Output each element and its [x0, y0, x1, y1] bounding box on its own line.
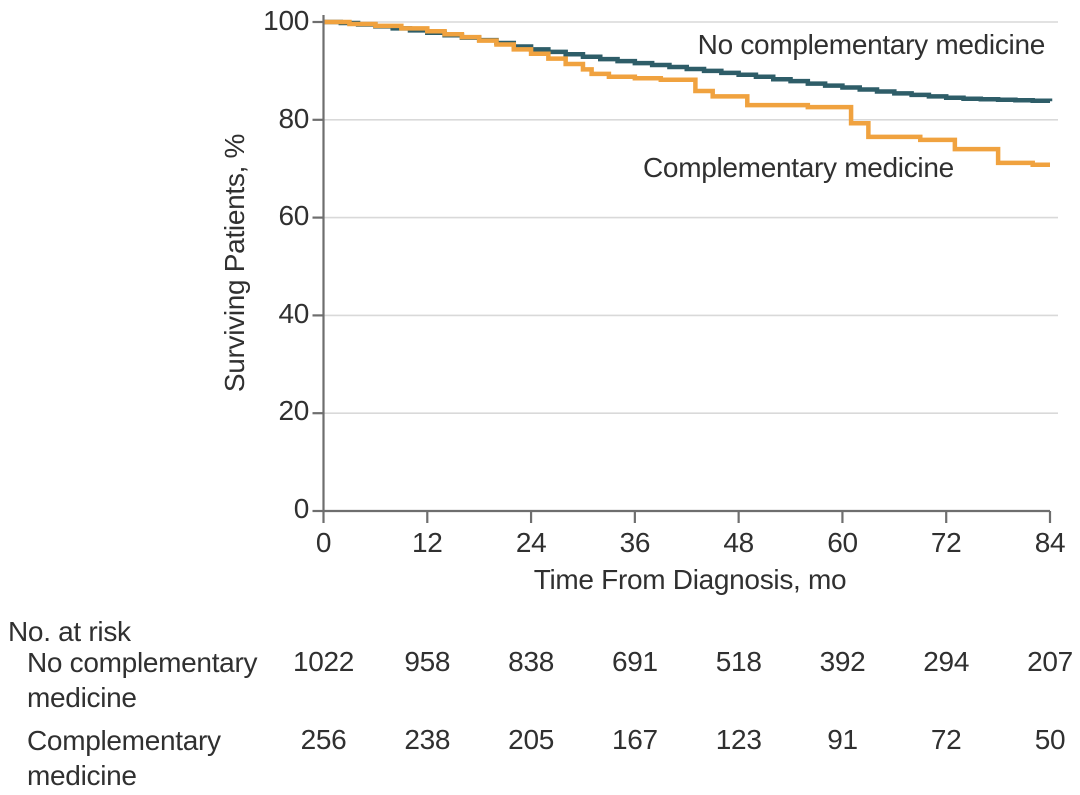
x-tick-label-84: 84	[1034, 527, 1066, 558]
legend-no-complementary-medicine: No complementary medicine	[697, 29, 1046, 60]
risk-value: 167	[611, 724, 658, 755]
risk-value: 205	[508, 724, 555, 755]
x-axis-title: Time From Diagnosis, mo	[533, 564, 847, 595]
y-tick-label-80: 80	[278, 102, 309, 134]
risk-value: 838	[508, 646, 555, 677]
x-tick-label-72: 72	[930, 527, 962, 558]
risk-value: 691	[611, 646, 658, 677]
x-tick-label-36: 36	[619, 527, 651, 558]
risk-value: 72	[930, 724, 962, 755]
survival-curve-complementary	[323, 19, 1050, 168]
legend-complementary-medicine: Complementary medicine	[643, 152, 954, 183]
risk-row-label-complementary: Complementary medicine	[27, 725, 221, 791]
y-tick-label-20: 20	[278, 395, 309, 427]
y-tick-label-60: 60	[278, 200, 309, 232]
risk-value: 256	[300, 724, 347, 755]
risk-table-header: No. at risk	[8, 616, 131, 647]
y-tick-label-0: 0	[293, 493, 310, 525]
y-axis-title: Surviving Patients, %	[219, 133, 250, 393]
risk-value: 50	[1034, 724, 1066, 755]
risk-value: 91	[827, 724, 858, 755]
risk-value: 392	[819, 646, 866, 677]
risk-value: 123	[715, 724, 762, 755]
risk-value: 294	[923, 646, 970, 677]
risk-value: 958	[404, 646, 451, 677]
risk-value: 207	[1027, 646, 1073, 677]
x-tick-label-60: 60	[827, 527, 858, 558]
risk-row-label-no-complementary: No complementary medicine	[27, 647, 258, 713]
x-tick-label-48: 48	[723, 527, 754, 558]
y-tick-label-40: 40	[278, 297, 309, 329]
risk-value: 518	[715, 646, 762, 677]
x-tick-label-24: 24	[515, 527, 547, 558]
risk-value: 238	[404, 724, 451, 755]
x-tick-label-0: 0	[315, 527, 332, 558]
risk-value: 1022	[292, 646, 355, 677]
y-tick-label-100: 100	[263, 5, 309, 37]
x-tick-label-12: 12	[412, 527, 443, 558]
